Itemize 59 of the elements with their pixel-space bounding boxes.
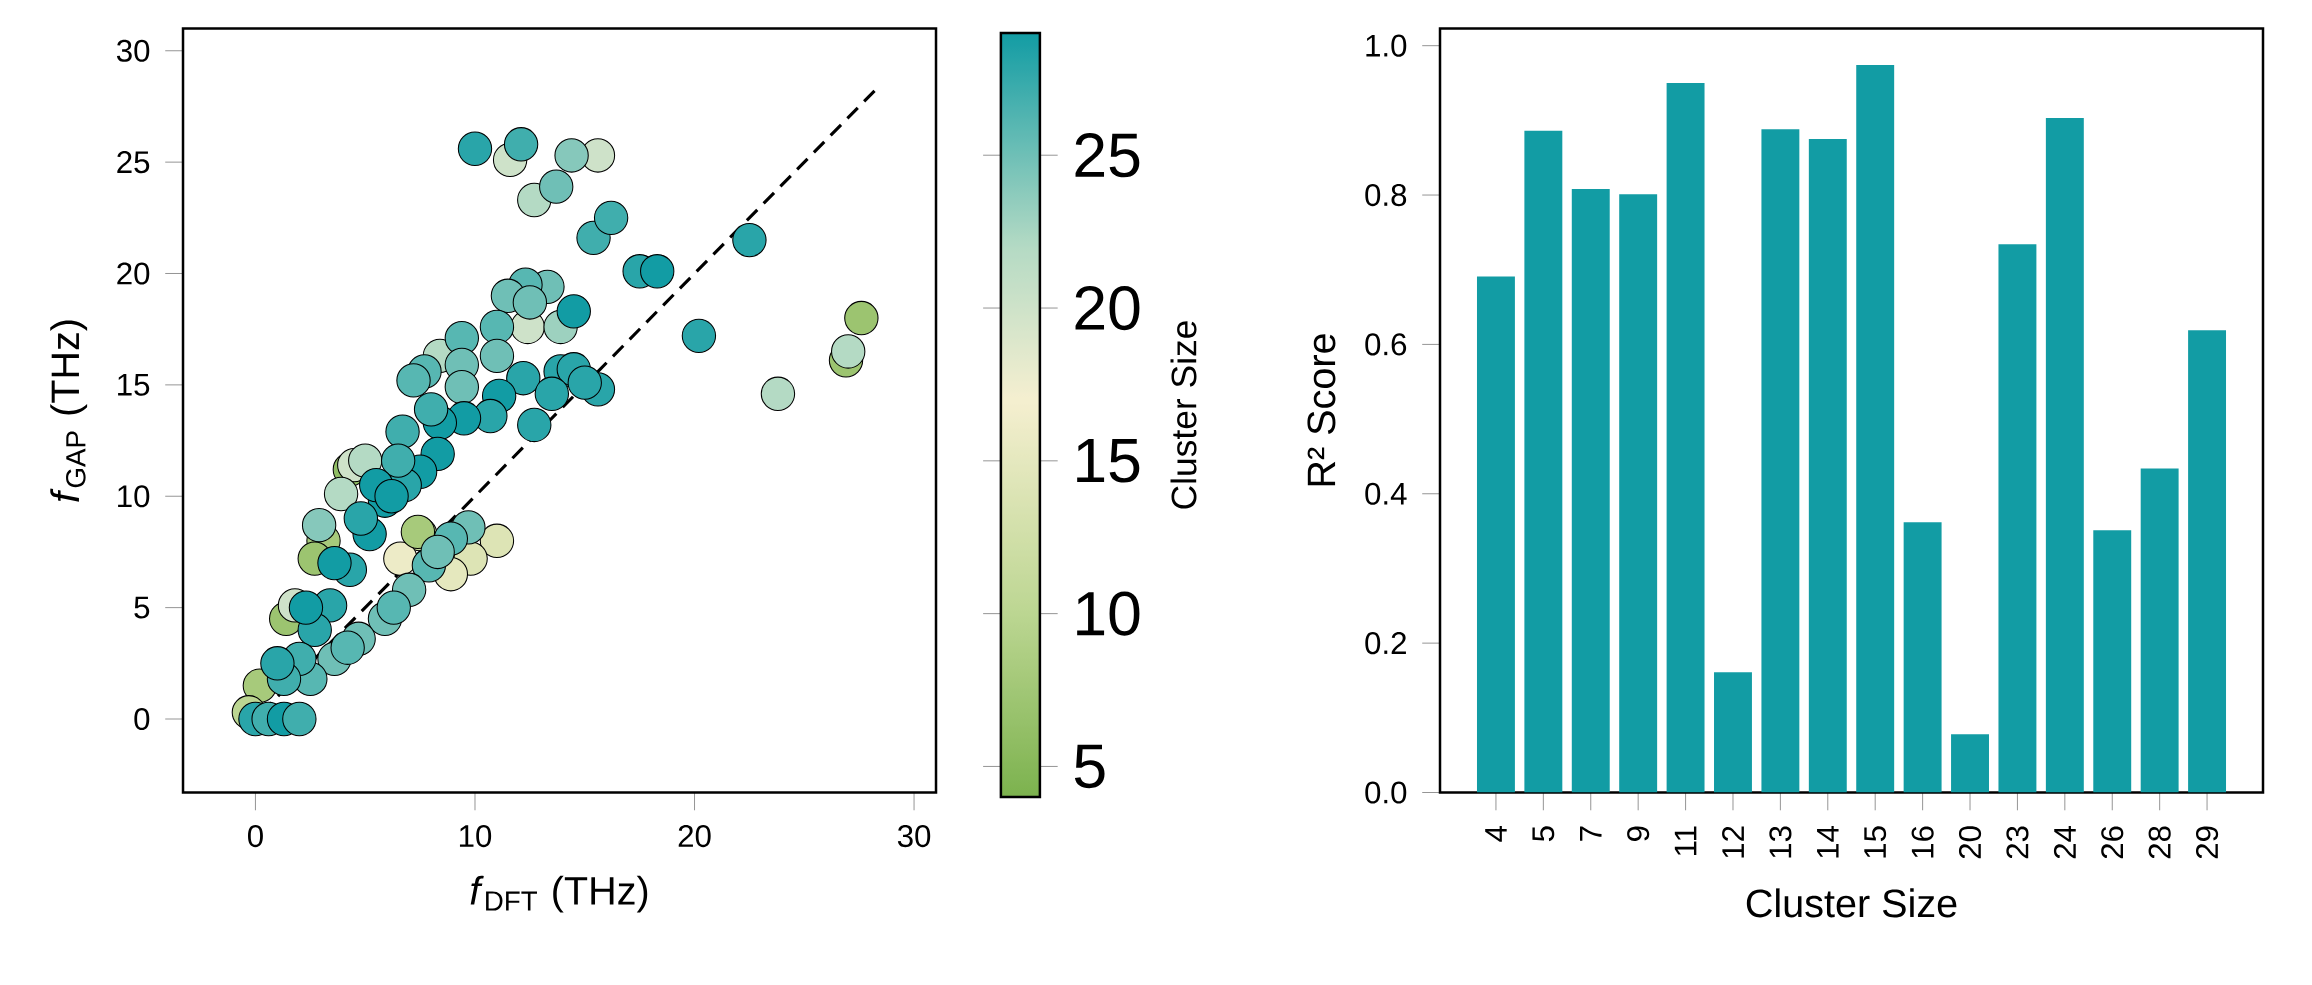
y-tick-label: 1.0 [1366, 34, 1407, 57]
x-tick-label: 4 [1485, 825, 1507, 842]
bar [2140, 468, 2179, 793]
y-axis-title: f$_{GAP}$ (THz) [50, 320, 88, 502]
x-tick-label: 16 [1911, 826, 1934, 858]
color-bar-label: 20 [1075, 285, 1140, 331]
bar [1856, 65, 1895, 793]
x-axis-title: Cluster Size [1746, 888, 1957, 918]
x-tick-label: 13 [1769, 826, 1792, 858]
x-tick-label: 5 [1532, 826, 1555, 842]
x-tick-label: 28 [2148, 826, 2171, 859]
x-tick-label: 9 [1627, 826, 1650, 841]
y-tick-label: 15 [118, 373, 150, 396]
x-tick-label: 11 [1674, 826, 1697, 856]
color-bar-label: 25 [1075, 133, 1140, 178]
bar [2045, 118, 2084, 793]
bar [1714, 672, 1752, 793]
y-tick-label: 0.6 [1365, 333, 1407, 356]
bar [1666, 83, 1705, 793]
x-tick-label: 23 [2006, 826, 2029, 859]
y-axis-title: R² Score [1307, 334, 1336, 486]
bar [2188, 330, 2227, 793]
bar [1571, 189, 1610, 793]
x-tick-label: 0 [248, 825, 263, 848]
color-bar-label: 5 [1074, 744, 1105, 789]
bar [2093, 530, 2132, 793]
x-tick-label: 29 [2195, 826, 2219, 859]
bar [1951, 734, 1989, 793]
bar [1808, 139, 1847, 793]
bar [1524, 130, 1563, 793]
y-tick-label: 0 [134, 707, 150, 731]
y-tick-label: 0.8 [1365, 183, 1407, 207]
x-tick-label: 26 [2101, 826, 2124, 859]
x-tick-label: 15 [1864, 826, 1887, 858]
x-tick-label: 14 [1817, 825, 1839, 858]
x-tick-label: 10 [459, 825, 492, 848]
y-tick-label: 0.0 [1365, 781, 1407, 804]
y-tick-label: 0.4 [1365, 482, 1407, 505]
x-tick-label: 20 [678, 825, 711, 848]
y-tick-label: 30 [116, 39, 150, 62]
x-tick-label: 30 [897, 825, 931, 848]
color-bar-label: 10 [1077, 591, 1140, 636]
color-bar-title: Cluster Size [1170, 321, 1197, 509]
color-bar-label: 15 [1077, 439, 1140, 483]
y-tick-label: 0.2 [1365, 632, 1406, 655]
y-tick-label: 5 [134, 596, 150, 619]
bar [1619, 194, 1658, 793]
y-tick-label: 10 [118, 485, 150, 508]
y-tick-label: 20 [117, 262, 150, 285]
bar [1998, 244, 2037, 793]
x-tick-label: 12 [1722, 826, 1744, 858]
x-tick-label: 7 [1580, 826, 1602, 841]
bar [1761, 129, 1800, 793]
y-tick-label: 25 [117, 151, 150, 174]
bar [1476, 276, 1515, 793]
x-tick-label: 20 [1958, 826, 1982, 859]
x-axis-title: f$_{DFT}$ (THz) [470, 875, 648, 913]
bar [1903, 522, 1942, 793]
x-tick-label: 24 [2053, 825, 2076, 859]
